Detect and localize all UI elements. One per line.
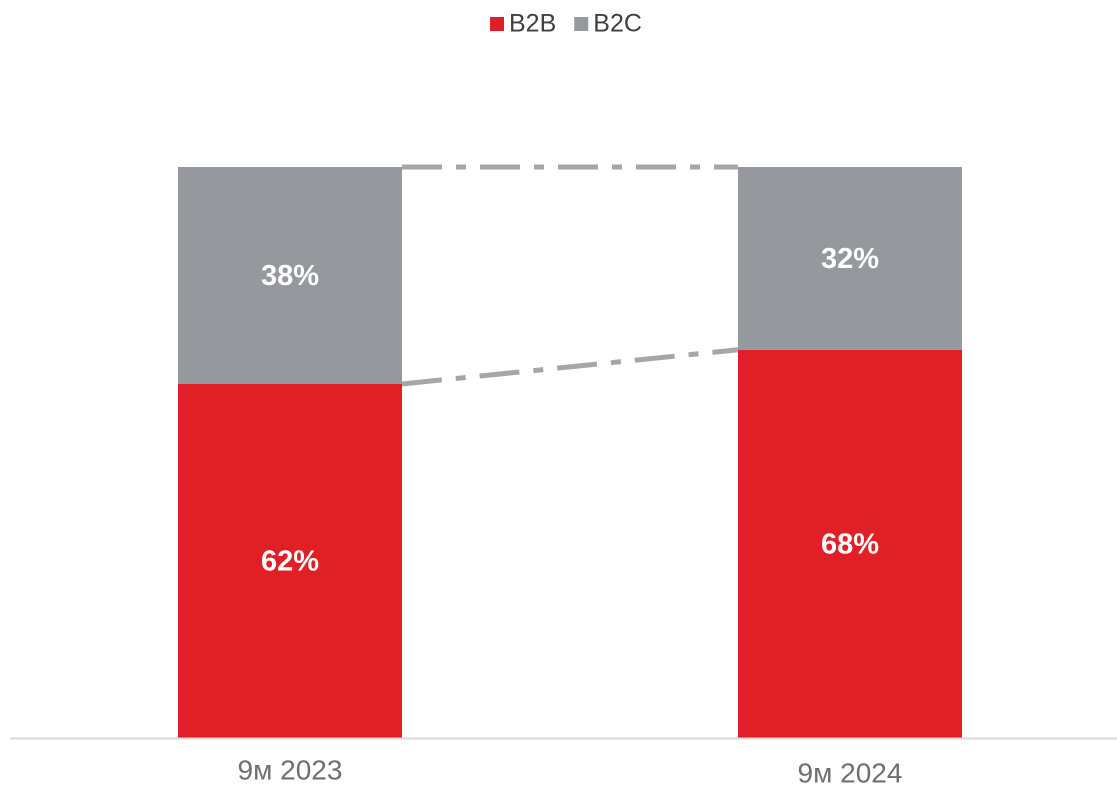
legend-label: B2B — [509, 10, 556, 38]
data-label: 32% — [821, 243, 879, 275]
bar-segment — [178, 167, 402, 384]
connector — [401, 347, 739, 387]
data-label: 68% — [821, 529, 879, 561]
bar-segment — [738, 349, 962, 738]
data-label: 62% — [261, 546, 319, 578]
legend-swatch — [490, 17, 504, 31]
legend-label: B2C — [593, 10, 642, 38]
x-tick-label: 9м 2023 — [238, 754, 343, 785]
bar-segment — [178, 383, 402, 738]
data-label: 38% — [261, 260, 319, 292]
legend-swatch — [574, 17, 589, 31]
x-tick-label: 9м 2024 — [798, 757, 903, 786]
bar-segment — [738, 167, 962, 350]
